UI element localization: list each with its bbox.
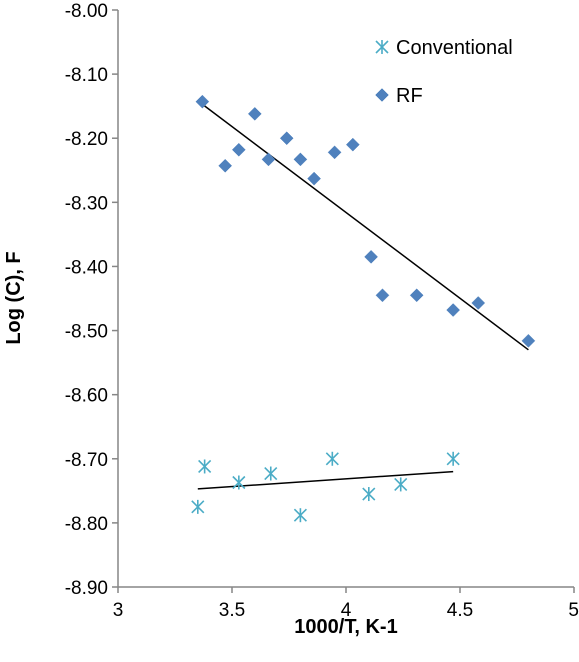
trendlines — [197, 103, 529, 490]
series-conventional — [191, 451, 460, 523]
y-axis-ticks: -8.00 -8.10 -8.20 -8.30 -8.40 -8.50 -8.60 -8.70… — [65, 1, 118, 599]
data-point — [446, 303, 461, 317]
legend-marker — [375, 40, 389, 54]
legend-marker — [375, 88, 389, 102]
data-point — [521, 333, 536, 348]
data-point — [364, 249, 378, 264]
data-point — [279, 131, 294, 146]
legend-label: RF — [396, 85, 423, 107]
x-axis-ticks: 3 3.5 4 4.5 5 — [113, 587, 579, 621]
x-tick-label: 5 — [568, 600, 579, 621]
data-point — [218, 158, 233, 173]
data-point — [293, 508, 307, 523]
trendline-conventional — [197, 470, 454, 490]
legend: Conventional RF — [375, 37, 513, 107]
data-point — [198, 459, 212, 474]
series-rf — [195, 94, 536, 348]
legend-item-rf: RF — [375, 85, 423, 107]
data-point — [247, 107, 262, 121]
data-point — [264, 466, 278, 481]
y-tick-label: -8.40 — [65, 257, 108, 278]
data-point — [307, 171, 321, 186]
data-point — [232, 475, 246, 490]
data-point — [394, 477, 408, 492]
legend-label: Conventional — [396, 37, 513, 59]
series-markers — [191, 94, 536, 523]
x-tick-label: 4 — [341, 600, 352, 621]
y-tick-label: -8.10 — [65, 65, 108, 86]
y-tick-label: -8.50 — [65, 322, 108, 343]
data-point — [325, 451, 339, 466]
y-tick-label: -8.20 — [65, 129, 108, 150]
data-point — [446, 451, 460, 466]
legend-item-conventional: Conventional — [375, 37, 513, 59]
data-point — [261, 152, 276, 167]
data-point — [409, 288, 424, 303]
y-tick-label: -8.90 — [65, 578, 108, 599]
y-tick-label: -8.60 — [65, 386, 108, 407]
data-point — [327, 145, 342, 160]
plot-area — [117, 10, 574, 588]
y-tick-label: -8.80 — [65, 514, 108, 535]
data-point — [293, 152, 308, 167]
y-axis-title: Log (C), F — [3, 251, 25, 344]
data-point — [195, 94, 210, 109]
data-point — [471, 296, 486, 310]
x-tick-label: 3 — [113, 600, 124, 621]
data-point — [191, 499, 205, 514]
y-tick-label: -8.00 — [65, 1, 108, 22]
y-tick-label: -8.30 — [65, 193, 108, 214]
trendline-rf — [201, 103, 529, 351]
x-tick-label: 3.5 — [219, 600, 245, 621]
y-tick-label: -8.70 — [65, 450, 108, 471]
x-axis-title: 1000/T, K-1 — [294, 616, 397, 638]
data-point — [345, 137, 360, 152]
x-tick-label: 4.5 — [447, 600, 473, 621]
data-point — [362, 487, 376, 502]
data-point — [375, 288, 390, 303]
data-point — [231, 142, 246, 157]
